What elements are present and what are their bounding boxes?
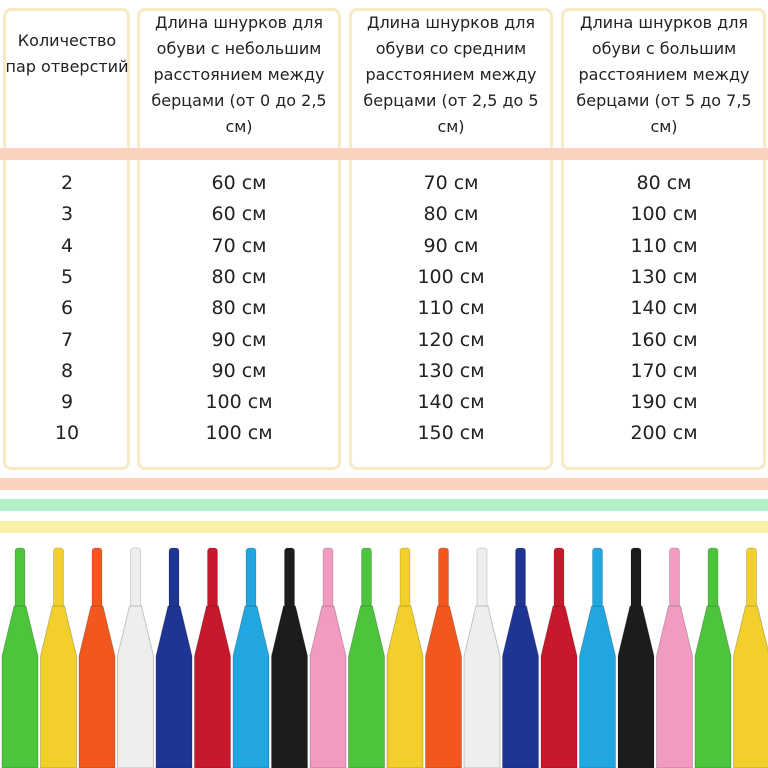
table-cell: 70 см <box>211 234 267 257</box>
table-cell: 100 см <box>630 203 698 226</box>
lace <box>515 547 526 611</box>
table-cell: 80 см <box>211 265 267 288</box>
table-cell: 60 см <box>211 172 267 194</box>
lace <box>669 547 680 611</box>
table-cell: 200 см <box>630 422 698 445</box>
table-cell: 7 <box>60 328 74 351</box>
stripe <box>0 499 768 511</box>
table-cell: 4 <box>60 234 74 257</box>
stripe <box>0 478 768 490</box>
lace <box>130 547 141 611</box>
lace <box>502 605 539 768</box>
table-cell: 10 <box>54 422 80 445</box>
lace <box>168 547 180 611</box>
table-cell: 80 см <box>211 297 267 320</box>
lace <box>322 547 334 611</box>
lace <box>309 605 347 768</box>
lace <box>271 605 308 768</box>
lace <box>656 605 693 768</box>
lace <box>463 605 501 768</box>
lace <box>617 605 655 768</box>
lace <box>707 547 719 611</box>
table-cell: 160 см <box>630 328 698 351</box>
column-header: Длина шнурков для обуви с небольшим расс… <box>151 13 327 136</box>
lace <box>579 605 616 768</box>
laces-photo <box>1 547 768 768</box>
lace <box>117 605 154 768</box>
lace <box>630 547 642 611</box>
divider-band <box>0 148 768 160</box>
table-cell: 70 см <box>423 172 479 194</box>
lace <box>194 605 231 768</box>
lace <box>53 547 64 611</box>
lace <box>245 547 257 611</box>
lace <box>361 547 372 611</box>
column-frame <box>3 8 130 470</box>
table-cell: 90 см <box>423 234 479 257</box>
lace <box>40 605 77 768</box>
table-cell: 130 см <box>417 359 485 382</box>
lace <box>207 547 218 611</box>
column-header: Длина шнурков для обуви со средним расст… <box>363 13 539 136</box>
lace <box>155 605 193 768</box>
table-cell: 80 см <box>636 172 692 194</box>
lace <box>476 547 488 611</box>
lace <box>348 605 385 768</box>
table-cell: 3 <box>60 203 74 226</box>
lace <box>232 605 270 768</box>
lace <box>746 547 757 611</box>
lace <box>399 547 411 611</box>
table-cell: 8 <box>60 359 74 382</box>
lace <box>425 605 462 768</box>
lace <box>14 547 26 611</box>
lace <box>1 605 39 768</box>
table-cell: 90 см <box>211 359 267 382</box>
table-cell: 9 <box>60 391 74 414</box>
column-frame <box>137 8 341 470</box>
table-cell: 110 см <box>630 234 698 257</box>
lace <box>733 605 768 768</box>
table-cell: 60 см <box>211 203 267 226</box>
table-cell: 2 <box>60 172 74 194</box>
table-cell: 6 <box>60 297 74 320</box>
table-cell: 100 см <box>417 265 485 288</box>
column-header: Количество пар отверстий <box>5 31 129 76</box>
lace <box>540 605 578 768</box>
table-cell: 140 см <box>417 391 485 414</box>
column-header: Длина шнурков для обуви с большим рассто… <box>576 13 752 136</box>
table-cell: 170 см <box>630 359 698 382</box>
lace <box>284 547 295 611</box>
lace <box>592 547 603 611</box>
lace <box>386 605 424 768</box>
lace <box>91 547 103 611</box>
table-cell: 150 см <box>417 422 485 445</box>
table-cell: 100 см <box>205 422 273 445</box>
table-cell: 110 см <box>417 297 485 320</box>
lace <box>694 605 732 768</box>
table-cell: 90 см <box>211 328 267 351</box>
lace <box>78 605 116 768</box>
table-cell: 80 см <box>423 203 479 226</box>
column-frame <box>561 8 766 470</box>
table-cell: 130 см <box>630 265 698 288</box>
table-cell: 100 см <box>205 391 273 414</box>
stripe <box>0 521 768 533</box>
table-cell: 5 <box>60 265 74 288</box>
table-cell: 190 см <box>630 391 698 414</box>
lace <box>553 547 565 611</box>
table-cell: 120 см <box>417 328 485 351</box>
table-cell: 140 см <box>630 297 698 320</box>
lace <box>438 547 449 611</box>
column-frame <box>349 8 553 470</box>
